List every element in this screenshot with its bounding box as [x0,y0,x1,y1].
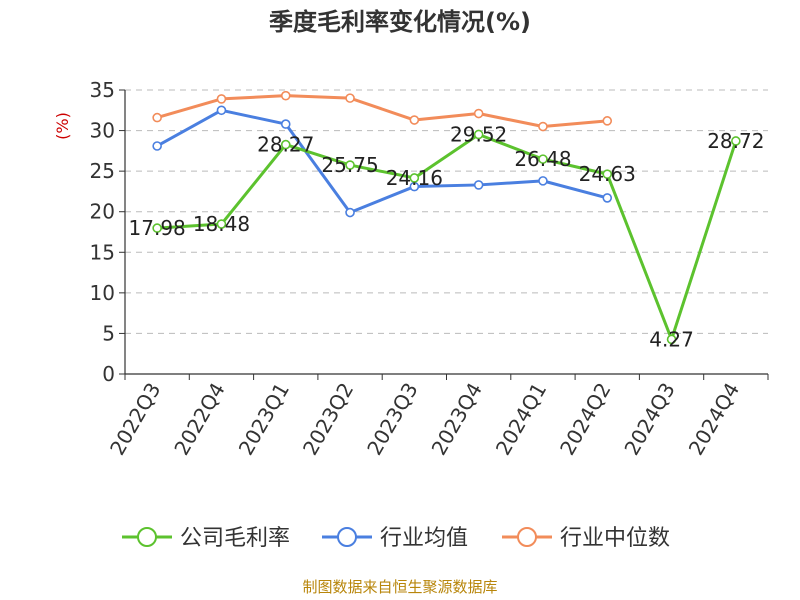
series-line [156,108,608,215]
data-point [152,223,162,233]
series-line [156,94,608,129]
legend-marker [517,527,537,547]
data-point [345,160,355,170]
data-point [538,176,548,186]
legend-label: 公司毛利率 [180,526,290,551]
series [152,90,741,345]
chart-title: 季度毛利率变化情况(%) [269,8,531,36]
data-point [216,219,227,229]
data-point [152,112,162,123]
x-tick-label: 2024Q1 [491,379,551,460]
x-tick-label: 2024Q4 [684,379,744,460]
data-point [473,180,484,190]
legend: 公司毛利率 行业均值 行业中位数 [122,526,670,551]
legend-item[interactable]: 行业中位数 [502,526,670,551]
data-label: 24.16 [386,166,443,190]
y-tick-label: 15 [90,240,115,264]
y-tick-label: 10 [90,281,115,305]
data-label: 29.52 [450,122,507,146]
x-tick-label: 2024Q3 [619,379,679,460]
series-2 [152,90,613,132]
data-point [538,121,548,132]
data-label: 28.72 [707,129,764,153]
x-tick-label: 2023Q2 [298,379,358,460]
series-1 [152,105,613,218]
data-labels: 17.98 18.48 28.27 25.75 24.16 29.52 26.48 24.63… [129,122,765,351]
data-point [216,94,227,104]
data-point [345,207,355,218]
x-tick-label: 2022Q4 [169,379,229,460]
data-label: 26.48 [514,147,571,171]
data-point [280,119,291,129]
data-point [409,115,420,125]
data-point [345,93,355,103]
data-point [602,116,613,126]
data-point [280,90,291,101]
data-label: 17.98 [129,216,186,240]
data-label: 24.63 [579,162,636,186]
source-note: 制图数据来自恒生聚源数据库 [302,578,497,596]
data-label: 28.27 [257,133,314,157]
x-tick-label: 2024Q2 [555,379,615,460]
grid [125,89,768,334]
x-tick-label: 2022Q3 [105,379,165,460]
legend-item[interactable]: 公司毛利率 [122,526,290,551]
data-point [152,141,162,151]
legend-label: 行业均值 [380,526,468,551]
series-0 [152,129,741,345]
legend-marker [137,527,157,547]
legend-item[interactable]: 行业均值 [322,526,468,551]
series-line [157,132,738,341]
x-tick-label: 2023Q3 [362,379,422,460]
y-tick-label: 30 [90,119,115,143]
data-point [473,108,484,119]
data-point [666,334,677,345]
data-label: 4.27 [649,327,694,351]
y-tick-label: 35 [90,78,115,102]
y-axis-unit-label: (%) [53,112,72,140]
legend-label: 行业中位数 [560,526,670,551]
data-point [731,136,741,146]
data-point [538,154,548,164]
data-point [473,129,484,140]
y-tick-label: 25 [90,159,115,183]
legend-marker [337,527,357,547]
y-tick-label: 5 [102,321,115,345]
x-tick-label: 2023Q1 [234,379,294,460]
data-point [602,193,613,203]
data-point [409,173,420,183]
x-tick-label: 2023Q4 [427,379,487,460]
y-tick-label: 20 [90,200,115,224]
y-tick-label: 0 [102,362,115,386]
data-point [602,169,613,179]
data-label: 25.75 [321,153,378,177]
data-point [216,105,227,116]
data-label: 18.48 [193,212,250,236]
data-point [280,139,291,150]
